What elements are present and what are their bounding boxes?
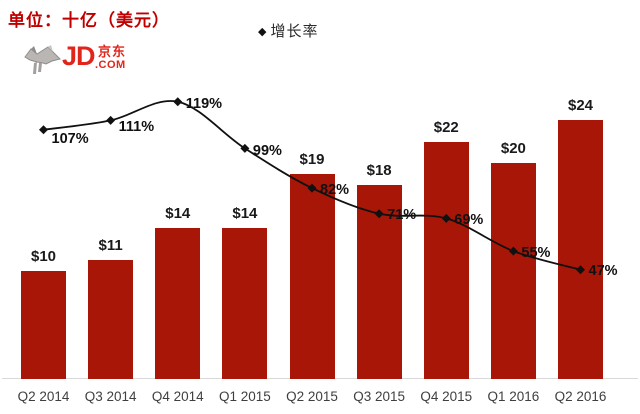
growth-marker-icon <box>106 115 116 125</box>
growth-value-label: 82% <box>320 182 350 199</box>
bar-value-label: $20 <box>500 140 526 158</box>
growth-marker-icon <box>441 213 451 223</box>
growth-value-label: 69% <box>454 212 484 229</box>
jd-logo: JD 京东 .COM <box>24 42 134 82</box>
jd-logo-text: JD <box>62 41 96 71</box>
x-axis-tick-label: Q3 2014 <box>84 389 137 404</box>
growth-marker-icon <box>374 209 384 219</box>
growth-marker-icon <box>240 143 250 153</box>
jd-mascot-icon <box>24 45 61 74</box>
growth-value-label: 99% <box>252 143 282 160</box>
growth-value-label: 55% <box>521 245 551 262</box>
bar-value-label: $11 <box>98 237 123 255</box>
growth-value-label: 107% <box>51 130 89 147</box>
jd-logo-cn: 京东 <box>98 44 127 59</box>
x-axis-tick-label: Q4 2015 <box>420 389 473 404</box>
growth-value-label: 47% <box>588 262 618 279</box>
growth-marker-icon <box>508 246 518 256</box>
unit-label: 单位：十亿（美元） <box>8 11 170 30</box>
growth-value-label: 111% <box>118 119 155 136</box>
growth-marker-icon <box>307 183 317 193</box>
bar-q3-2014 <box>88 260 134 379</box>
jd-logo-com: .COM <box>95 59 126 71</box>
bar-value-label: $19 <box>299 150 325 168</box>
growth-rate-legend: ◆ 增长率 <box>258 24 318 40</box>
x-axis-tick-label: Q2 2014 <box>17 389 70 404</box>
bar-q4-2014 <box>155 227 201 379</box>
bar-q2-2016 <box>558 120 603 379</box>
bar-q1-2016 <box>490 163 536 379</box>
legend-label: 增长率 <box>270 23 319 40</box>
diamond-marker-icon: ◆ <box>258 26 267 38</box>
x-axis-tick-label: Q4 2014 <box>151 389 204 404</box>
bar-q2-2014 <box>21 271 66 379</box>
x-axis-tick-label: Q3 2015 <box>353 389 406 404</box>
bar-q2-2015 <box>289 173 335 379</box>
bar-value-label: $10 <box>30 248 57 266</box>
x-axis-tick-label: Q1 2015 <box>218 389 271 404</box>
bar-q4-2015 <box>423 141 469 379</box>
growth-value-label: 119% <box>185 95 223 112</box>
growth-marker-icon <box>173 97 183 107</box>
bar-value-label: $18 <box>366 161 392 179</box>
bar-value-label: $14 <box>165 204 191 222</box>
growth-marker-icon <box>39 125 48 135</box>
bar-value-label: $22 <box>433 118 459 136</box>
x-axis-tick-label: Q2 2015 <box>286 389 338 404</box>
growth-marker-icon <box>576 265 585 275</box>
x-axis-tick-label: Q1 2016 <box>487 389 540 404</box>
bar-value-label: $14 <box>232 204 258 222</box>
bar-q1-2015 <box>222 227 268 379</box>
x-axis-tick-label: Q2 2016 <box>554 389 607 404</box>
bar-value-label: $24 <box>567 97 594 115</box>
growth-value-label: 71% <box>387 206 417 223</box>
